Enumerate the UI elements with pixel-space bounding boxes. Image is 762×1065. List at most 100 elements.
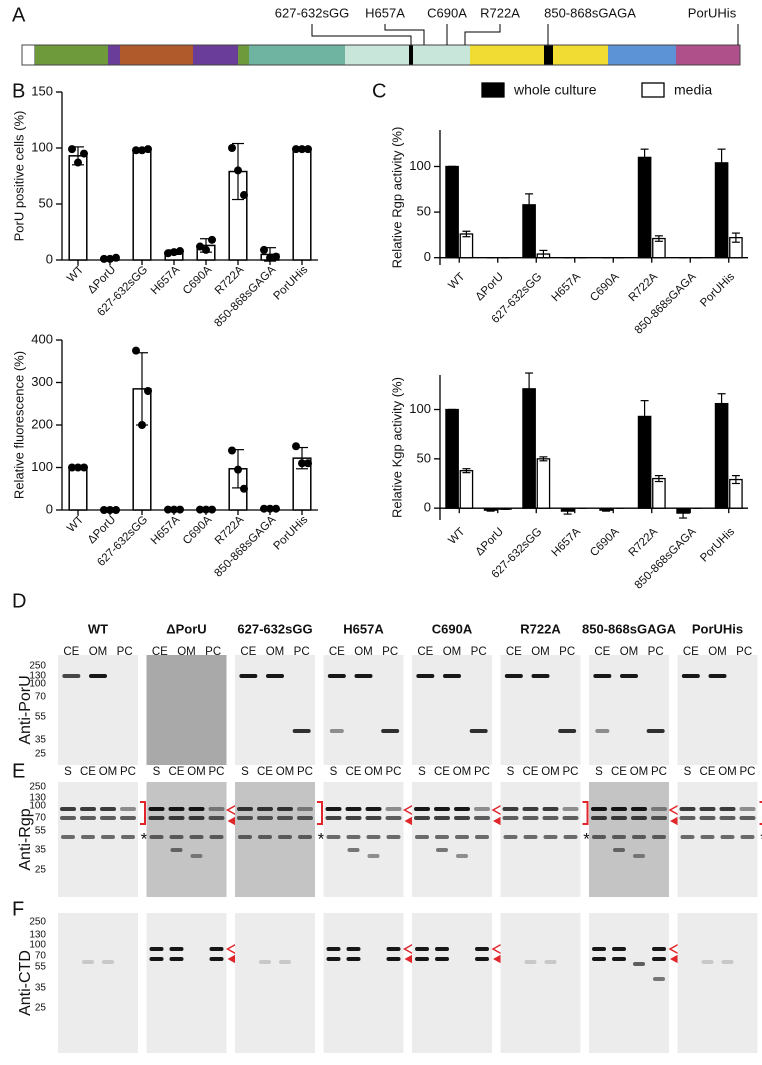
x-tick-label: H657A bbox=[550, 526, 584, 560]
gel-band bbox=[325, 807, 342, 811]
gel-band bbox=[699, 807, 716, 811]
gel-band bbox=[612, 947, 626, 951]
lane-label: PC bbox=[563, 766, 579, 778]
lane-label: PC bbox=[471, 646, 487, 658]
legend-label: whole culture bbox=[513, 82, 597, 98]
data-point bbox=[164, 249, 172, 258]
filled-arrowhead bbox=[227, 816, 237, 826]
gel-band bbox=[436, 848, 448, 852]
gel-band bbox=[80, 807, 96, 811]
gel bbox=[235, 913, 315, 1053]
filled-arrowhead bbox=[404, 954, 414, 964]
lane-label: OM bbox=[708, 646, 727, 658]
gel-band bbox=[148, 816, 165, 820]
data-point bbox=[292, 145, 300, 154]
x-tick-label: C690A bbox=[181, 264, 215, 298]
lane-label: S bbox=[241, 766, 249, 778]
data-point bbox=[240, 484, 248, 493]
panel-letter: E bbox=[12, 760, 25, 782]
gel-band bbox=[239, 674, 258, 678]
lane-label: S bbox=[64, 766, 72, 778]
blot-panel bbox=[500, 782, 581, 897]
gel-band bbox=[278, 835, 292, 839]
lane-label: CE bbox=[257, 766, 273, 778]
gel-band bbox=[652, 957, 666, 961]
lane-label: PC bbox=[559, 646, 575, 658]
filled-arrowhead bbox=[670, 954, 679, 964]
y-tick-label: 150 bbox=[31, 83, 53, 98]
lane-label: PC bbox=[205, 646, 221, 658]
gel-band bbox=[414, 816, 430, 820]
blot-panel bbox=[58, 655, 138, 765]
gel-band bbox=[188, 816, 205, 820]
gel-band bbox=[443, 674, 461, 678]
blot-panel bbox=[146, 782, 227, 897]
lane-label: CE bbox=[346, 766, 362, 778]
gel-band bbox=[326, 835, 341, 839]
gel-band bbox=[345, 807, 362, 811]
gel-band bbox=[325, 816, 342, 820]
bar bbox=[68, 155, 88, 261]
lane-label: OM bbox=[718, 766, 737, 778]
marker-label: 130 bbox=[29, 671, 46, 682]
lane-label: PC bbox=[382, 646, 398, 658]
lane-label: CE bbox=[169, 766, 185, 778]
gel bbox=[235, 655, 315, 765]
blot-panel bbox=[589, 913, 669, 1053]
asterisk: * bbox=[141, 829, 148, 848]
bar bbox=[132, 149, 152, 261]
data-point bbox=[68, 463, 76, 472]
lane-label: CE bbox=[80, 766, 96, 778]
x-tick-label: WT bbox=[65, 264, 86, 285]
gel-band bbox=[148, 807, 165, 811]
gel-band bbox=[121, 835, 135, 839]
x-tick-label: C690A bbox=[588, 271, 622, 305]
x-tick-label: C690A bbox=[588, 526, 622, 560]
gel-band bbox=[531, 674, 550, 678]
data-point bbox=[272, 252, 280, 261]
lane-label: CE bbox=[506, 646, 522, 658]
bar bbox=[459, 233, 474, 259]
lane-label: PC bbox=[297, 766, 313, 778]
gel-band bbox=[168, 816, 185, 820]
marker-label: 70 bbox=[35, 813, 47, 824]
lane-label: S bbox=[330, 766, 338, 778]
filled-arrowhead bbox=[493, 816, 502, 826]
panel-letter: D bbox=[12, 590, 26, 612]
x-tick-label: R722A bbox=[627, 271, 661, 305]
marker-label: 100 bbox=[29, 679, 46, 690]
lane-label: PC bbox=[651, 766, 667, 778]
data-point bbox=[266, 253, 274, 262]
lane-label: OM bbox=[453, 766, 472, 778]
marker-label: 70 bbox=[35, 951, 47, 962]
data-point bbox=[272, 504, 280, 513]
gel-band bbox=[188, 807, 205, 811]
marker-label: 55 bbox=[35, 826, 47, 837]
bar bbox=[445, 408, 459, 509]
data-point bbox=[74, 463, 82, 472]
gel bbox=[235, 782, 315, 897]
lane-label: CE bbox=[240, 646, 256, 658]
x-tick-label: ΔPorU bbox=[474, 271, 506, 303]
gel-band bbox=[101, 835, 115, 839]
lane-label: OM bbox=[187, 766, 206, 778]
data-point bbox=[132, 146, 140, 155]
data-point bbox=[100, 506, 108, 514]
gel-band bbox=[346, 957, 361, 961]
blot-panel bbox=[589, 655, 669, 765]
gel-band bbox=[475, 957, 489, 961]
gel-band bbox=[612, 835, 626, 839]
blot-panel bbox=[677, 782, 758, 897]
gel-band bbox=[327, 674, 346, 678]
gel-band bbox=[208, 816, 225, 820]
gel-band bbox=[592, 957, 606, 961]
marker-label: 55 bbox=[35, 712, 47, 723]
gel-band bbox=[189, 835, 204, 839]
domain-label: 850-868sGAGA bbox=[544, 5, 636, 20]
gel-band bbox=[631, 816, 647, 820]
gel-band bbox=[297, 816, 313, 820]
gel bbox=[500, 655, 581, 765]
lane-label: S bbox=[507, 766, 515, 778]
blot-panel bbox=[323, 913, 404, 1053]
